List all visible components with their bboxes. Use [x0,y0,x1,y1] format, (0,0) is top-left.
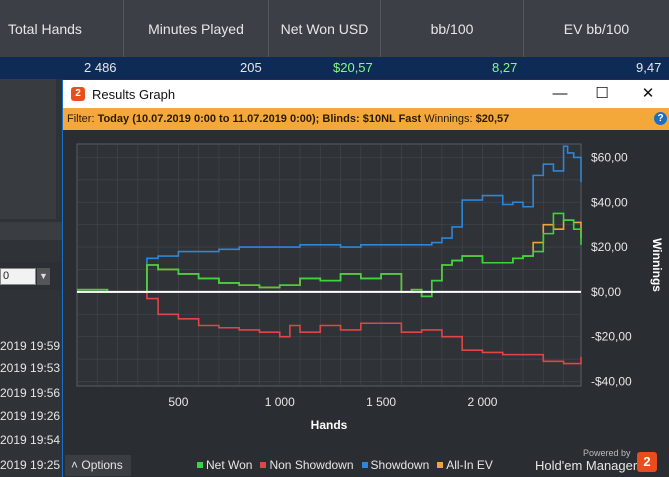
background-strip [0,222,62,240]
header-label: EV bb/100 [563,20,630,37]
y-tick-label: $20,00 [591,240,628,254]
list-item[interactable]: 2019 19:56 [0,386,61,400]
minimize-button[interactable]: — [552,85,568,102]
series-line-non-showdown [77,291,582,365]
options-button[interactable]: ˄ Options [65,455,131,476]
app-logo-icon: 2 [71,87,85,101]
title-bar[interactable]: 2 Results Graph — ☐ ✕ [63,80,669,108]
results-graph-window: 2 Results Graph — ☐ ✕ Filter: Today (10.… [62,80,669,477]
header-label: Net Won USD [280,20,369,37]
net-won-value: $20,57 [333,60,373,75]
results-chart: $60,00 $40,00 $20,00 $0,00 -$20,00 -$40,00 500… [76,143,664,432]
legend-swatch [260,462,267,468]
help-icon[interactable]: ? [654,112,667,125]
chevron-down-icon[interactable]: ▼ [37,268,50,285]
x-axis-label: Hands [311,418,348,432]
list-item[interactable]: 2019 19:26 [0,409,61,423]
filter-text: Today (10.07.2019 0:00 to 11.07.2019 0:0… [97,113,422,125]
filter-prefix: Filter: [67,113,98,125]
legend-item-all-in-ev[interactable]: All-In EV [437,458,493,472]
header-net-won[interactable]: Net Won USD [269,0,381,57]
ev-bb100-value: 9,47 [636,60,662,75]
list-item[interactable]: 2019 19:53 [0,361,61,375]
legend-label: All-In EV [446,458,493,472]
maximize-button[interactable]: ☐ [595,85,609,102]
x-tick-label: 2 000 [467,395,497,409]
header-bb100[interactable]: bb/100 [381,0,524,57]
legend-label: Net Won [206,458,253,472]
legend-item-non-showdown[interactable]: Non Showdown [260,458,354,472]
header-ev-bb100[interactable]: EV bb/100 [524,0,669,57]
options-label: Options [81,458,123,472]
legend-swatch [437,462,444,468]
background-dropdown[interactable]: 0 [0,268,36,285]
legend-label: Showdown [370,458,430,472]
header-minutes-played[interactable]: Minutes Played [124,0,269,57]
header-total-hands[interactable]: Total Hands [0,0,124,57]
plot-area [76,143,582,387]
header-label: bb/100 [430,20,474,37]
y-tick-label: -$40,00 [591,375,632,389]
y-tick-label: $40,00 [591,195,628,209]
y-tick-label: $0,00 [591,285,621,299]
header-label: Minutes Played [148,20,244,37]
legend-label: Non Showdown [269,458,354,472]
powered-by-label: Powered by [583,448,631,458]
close-button[interactable]: ✕ [641,85,655,102]
brand-logo-icon: 2 [637,452,657,472]
total-hands-value: 2 486 [84,60,117,75]
minutes-played-value: 205 [240,60,262,75]
chart-legend: Net Won Non Showdown Showdown All-In EV [197,458,493,472]
x-tick-label: 1 500 [366,395,396,409]
x-tick-label: 500 [168,395,188,409]
chevron-up-icon: ˄ [71,458,79,472]
bottom-bar: ˄ Options Net Won Non Showdown Showdown … [63,448,669,477]
series-line-showdown [77,145,582,293]
y-axis-label: Winnings [650,238,664,292]
list-item[interactable]: 2019 19:25 [0,458,61,472]
brand-name: Hold'em Manager [535,458,638,473]
y-tick-label: -$20,00 [591,330,632,344]
y-tick-label: $60,00 [591,150,628,164]
winnings-value: $20,57 [475,113,510,125]
list-item[interactable]: 2019 19:59 [0,339,61,353]
x-tick-label: 1 000 [265,395,295,409]
background-panel [0,79,56,219]
stats-values-row[interactable]: 2 486 205 $20,57 8,27 9,47 [0,57,669,79]
header-label: Total Hands [8,20,82,37]
legend-item-showdown[interactable]: Showdown [361,458,430,472]
winnings-label: Winnings: [421,113,476,125]
list-item[interactable]: 2019 19:54 [0,433,61,447]
legend-item-net-won[interactable]: Net Won [197,458,252,472]
legend-swatch [197,462,203,468]
filter-bar: Filter: Today (10.07.2019 0:00 to 11.07.… [63,108,669,130]
legend-swatch [361,462,368,468]
bb100-value: 8,27 [492,60,518,75]
stats-header: Total Hands Minutes Played Net Won USD b… [0,0,669,57]
window-title: Results Graph [92,87,176,102]
